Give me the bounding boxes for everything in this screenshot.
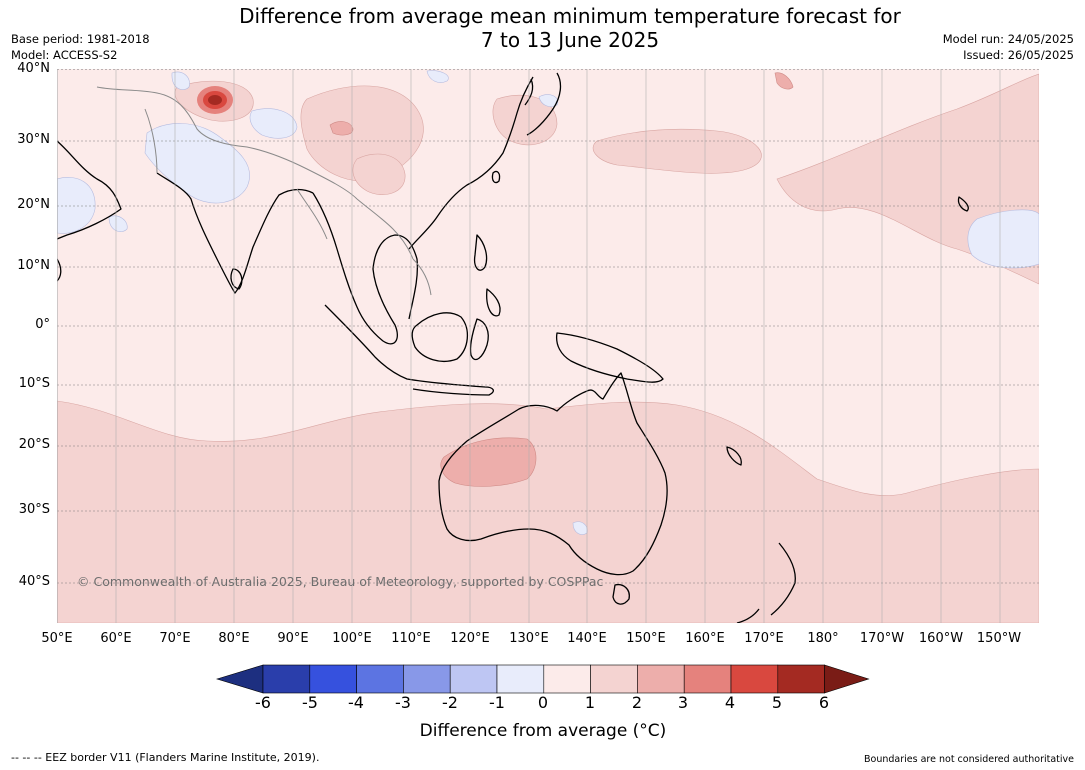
- eez-border-note: -- -- -- EEZ border V11 (Flanders Marine…: [11, 751, 319, 764]
- colorbar-tick-2: 2: [617, 693, 657, 712]
- colorbar-segment: [778, 665, 825, 693]
- colorbar-segment: [731, 665, 778, 693]
- boundaries-disclaimer: Boundaries are not considered authoritat…: [864, 754, 1074, 765]
- colorbar-tick-4: 4: [710, 693, 750, 712]
- title-line-2: 7 to 13 June 2025: [0, 28, 1085, 52]
- colorbar-tick-neg3: -3: [383, 693, 423, 712]
- lat-label-20n: 20°N: [0, 197, 50, 212]
- base-period: Base period: 1981-2018: [11, 31, 150, 47]
- colorbar-segment: [357, 665, 404, 693]
- lat-label-0: 0°: [0, 317, 50, 332]
- colorbar-segment: [684, 665, 731, 693]
- copyright-notice: © Commonwealth of Australia 2025, Bureau…: [77, 574, 603, 589]
- colorbar-segment: [450, 665, 497, 693]
- colorbar-segment: [497, 665, 544, 693]
- colorbar-segment: [263, 665, 310, 693]
- colorbar-segment: [544, 665, 591, 693]
- lat-label-40s: 40°S: [0, 574, 50, 589]
- colorbar-tick-neg2: -2: [430, 693, 470, 712]
- colorbar-segment: [637, 665, 684, 693]
- colorbar-tick-1: 1: [570, 693, 610, 712]
- chart-title: Difference from average mean minimum tem…: [0, 4, 1085, 52]
- colorbar-tick-5: 5: [757, 693, 797, 712]
- lat-label-30n: 30°N: [0, 132, 50, 147]
- colorbar-extend-low: [217, 665, 263, 693]
- lat-label-30s: 30°S: [0, 502, 50, 517]
- colorbar-tick-3: 3: [663, 693, 703, 712]
- colorbar-tick-neg5: -5: [290, 693, 330, 712]
- lat-label-40n: 40°N: [0, 61, 50, 76]
- colorbar-tick-neg1: -1: [477, 693, 517, 712]
- colorbar-svg: [215, 664, 871, 696]
- colorbar-segment: [591, 665, 638, 693]
- lat-label-10n: 10°N: [0, 258, 50, 273]
- lat-label-20s: 20°S: [0, 437, 50, 452]
- hot-spot: [197, 86, 233, 114]
- map-svg: [57, 69, 1039, 623]
- title-line-1: Difference from average mean minimum tem…: [0, 4, 1085, 28]
- meta-right: Model run: 24/05/2025 Issued: 26/05/2025: [943, 31, 1074, 63]
- map-area: [57, 69, 1039, 623]
- lat-label-10s: 10°S: [0, 376, 50, 391]
- lon-label-150w: 150°W: [964, 631, 1034, 646]
- colorbar-extend-high: [825, 665, 869, 693]
- colorbar-tick-0: 0: [523, 693, 563, 712]
- colorbar-tick-neg4: -4: [336, 693, 376, 712]
- colorbar-title: Difference from average (°C): [300, 721, 786, 741]
- model-run: Model run: 24/05/2025: [943, 31, 1074, 47]
- colorbar-segment: [310, 665, 357, 693]
- colorbar-segments: [217, 665, 869, 693]
- meta-left: Base period: 1981-2018 Model: ACCESS-S2: [11, 31, 150, 63]
- colorbar-tick-6: 6: [804, 693, 844, 712]
- issued-date: Issued: 26/05/2025: [943, 47, 1074, 63]
- colorbar-segment: [403, 665, 450, 693]
- colorbar-tick-neg6: -6: [243, 693, 283, 712]
